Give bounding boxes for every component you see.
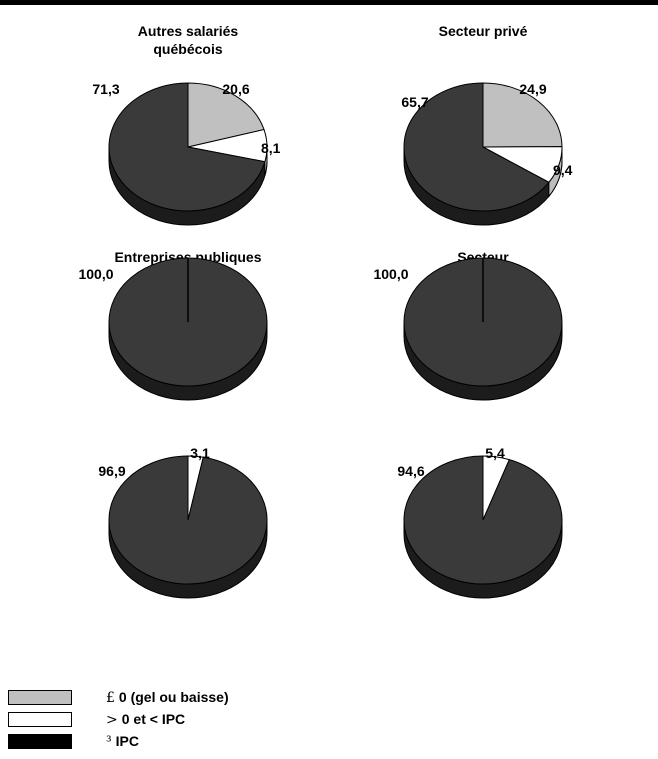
data-label: 71,3 bbox=[92, 81, 119, 97]
pie-slice bbox=[482, 82, 563, 148]
pie-chart: Entreprises publiquesquébécoises100,0 bbox=[78, 249, 268, 401]
pie-chart: Secteurfédéral5,494,6 bbox=[397, 445, 563, 599]
legend-symbol: > bbox=[106, 712, 118, 728]
chart-title: Entreprises publiques bbox=[114, 249, 261, 265]
pie-slice bbox=[108, 82, 266, 212]
pie-chart: Autres salariés québécois 20,6 8,1 71,3 bbox=[92, 23, 281, 226]
legend-label: 0 et < IPC bbox=[121, 711, 186, 727]
data-label: 5,4 bbox=[485, 445, 505, 461]
legend-swatch bbox=[8, 734, 72, 749]
data-label: 65,7 bbox=[401, 94, 428, 110]
pie-slice bbox=[108, 455, 268, 585]
legend-symbol: £ bbox=[106, 690, 115, 706]
pie-chart: Secteur privé 24,9 9,4 65,7 bbox=[401, 23, 573, 226]
chart-title: Secteur privé bbox=[439, 23, 528, 39]
data-label: 9,4 bbox=[553, 162, 573, 178]
data-label: 8,1 bbox=[261, 140, 281, 156]
data-label: 100,0 bbox=[373, 266, 408, 282]
legend-swatch bbox=[8, 690, 72, 705]
legend-label: 0 (gel ou baisse) bbox=[118, 689, 229, 705]
data-label: 96,9 bbox=[98, 463, 125, 479]
top-rule bbox=[0, 0, 658, 5]
data-label: 24,9 bbox=[519, 81, 546, 97]
pie-charts: Autres salariés québécois 20,6 8,1 71,3 Secte… bbox=[78, 23, 573, 599]
pie-slice bbox=[187, 82, 265, 148]
pie-chart: Secteuruniversitaire100,0 bbox=[373, 249, 563, 401]
data-label: 94,6 bbox=[397, 463, 424, 479]
data-label: 20,6 bbox=[222, 81, 249, 97]
legend-symbol: ³ bbox=[106, 734, 112, 750]
pie-slice bbox=[403, 455, 563, 585]
data-label: 3,1 bbox=[190, 445, 210, 461]
chart-title: québécois bbox=[153, 41, 222, 57]
legend-swatch bbox=[8, 712, 72, 727]
pie-slice bbox=[403, 82, 550, 212]
chart-title: Autres salariés bbox=[138, 23, 239, 39]
pie-chart: Secteurmunicipal3,196,9 bbox=[98, 445, 268, 599]
data-label: 100,0 bbox=[78, 266, 113, 282]
legend-label: IPC bbox=[115, 733, 139, 749]
